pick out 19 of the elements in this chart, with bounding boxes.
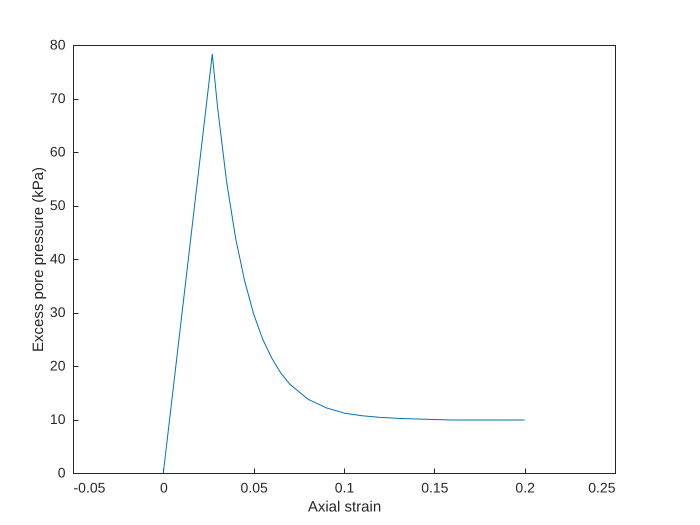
x-tick-label: 0.05 bbox=[240, 480, 268, 496]
y-tick-label: 10 bbox=[50, 411, 66, 427]
y-tick-label: 50 bbox=[50, 197, 66, 213]
y-tick-label: 20 bbox=[50, 358, 66, 374]
y-tick-label: 60 bbox=[50, 144, 66, 160]
x-axis-title: Axial strain bbox=[308, 498, 382, 516]
x-tick-label: 0.15 bbox=[421, 480, 449, 496]
x-tick-label: 0.25 bbox=[588, 480, 616, 496]
y-tick-label: 0 bbox=[58, 464, 66, 480]
x-tick-label: -0.05 bbox=[74, 480, 106, 496]
x-tick-label: 0 bbox=[160, 480, 168, 496]
x-tick-label: 0.2 bbox=[515, 480, 536, 496]
y-tick-label: 70 bbox=[50, 90, 66, 106]
y-axis-title: Excess pore pressure (kPa) bbox=[30, 166, 47, 352]
y-tick-label: 80 bbox=[50, 36, 66, 52]
y-tick-label: 40 bbox=[50, 250, 66, 266]
x-tick-label: 0.1 bbox=[334, 480, 354, 496]
y-tick-label: 30 bbox=[50, 304, 66, 320]
line-series bbox=[162, 54, 526, 474]
